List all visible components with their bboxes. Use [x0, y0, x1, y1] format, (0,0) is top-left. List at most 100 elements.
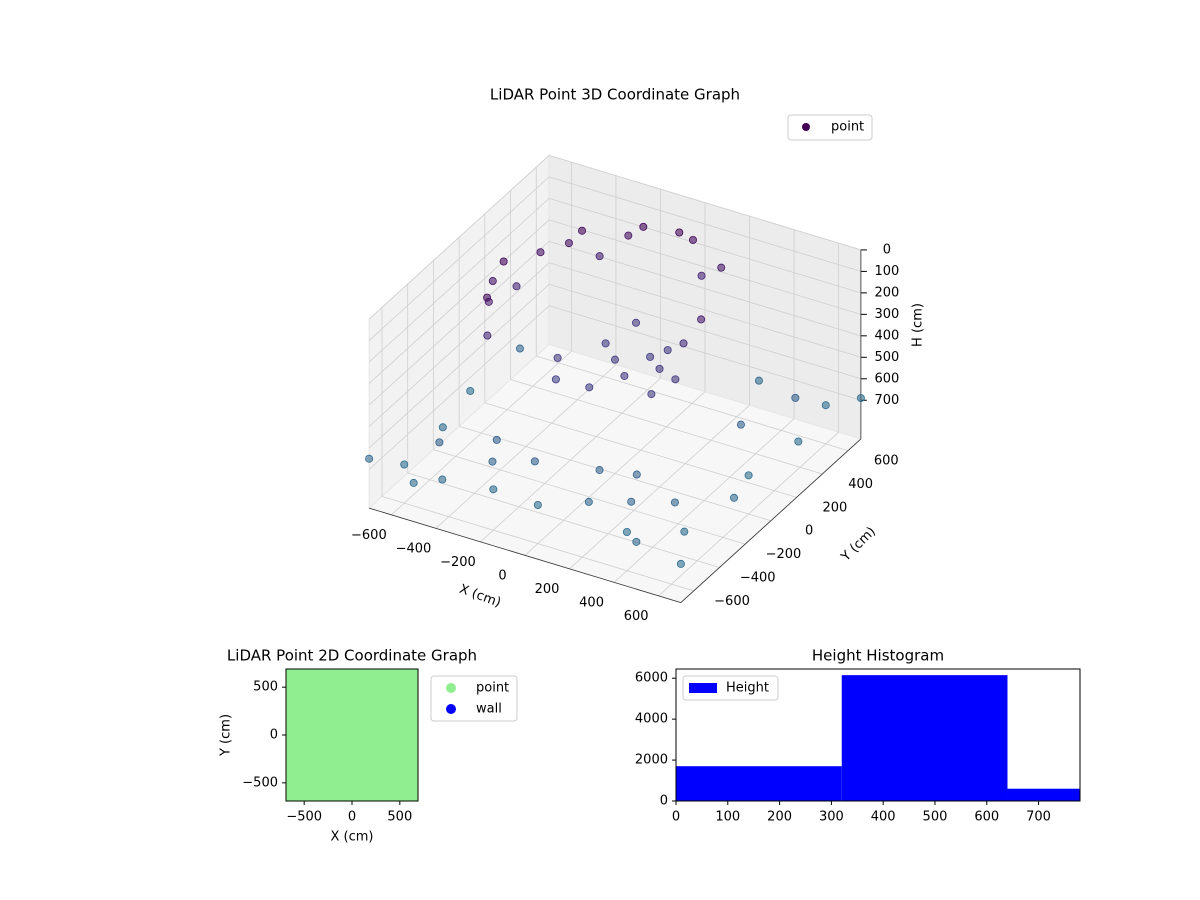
- grid-line: [549, 197, 861, 294]
- grid-line: [484, 402, 797, 498]
- z-tick-label: 400: [874, 328, 899, 343]
- grid-line: [549, 176, 861, 272]
- point: [730, 493, 739, 502]
- grid-line: [549, 262, 861, 358]
- y-tick-label: 4000: [635, 712, 668, 727]
- point: [647, 390, 656, 399]
- y-tick-label: 600: [874, 453, 899, 468]
- point: [627, 497, 636, 506]
- y-tick-label: −200: [766, 547, 802, 562]
- legend-marker: [689, 683, 717, 693]
- grid-line: [381, 496, 694, 592]
- point: [620, 371, 629, 380]
- chart-title: LiDAR Point 3D Coordinate Graph: [490, 86, 740, 104]
- point: [736, 420, 745, 429]
- point: [639, 222, 648, 231]
- grid-line: [549, 219, 861, 315]
- y-tick-label: 500: [253, 680, 278, 695]
- z-tick-label: 700: [874, 393, 899, 408]
- z-tick-label: 100: [874, 264, 899, 279]
- legend-label: Height: [726, 681, 769, 696]
- point: [744, 471, 753, 480]
- x-tick-label: 300: [819, 810, 844, 825]
- point: [409, 478, 418, 487]
- point: [564, 239, 573, 248]
- point: [536, 248, 545, 257]
- grid-line: [368, 305, 550, 470]
- y-tick-label: 2000: [635, 753, 668, 768]
- point: [584, 497, 593, 506]
- x-tick-label: 100: [715, 810, 740, 825]
- point: [488, 457, 497, 466]
- point: [697, 271, 706, 280]
- z-tick-label: 500: [874, 350, 899, 365]
- point: [438, 423, 447, 432]
- point: [489, 485, 498, 494]
- x-tick-label: 500: [923, 810, 948, 825]
- y-tick-label: −500: [242, 775, 278, 790]
- point: [365, 454, 374, 463]
- legend-marker: [446, 683, 456, 693]
- x-tick-label: 200: [767, 810, 792, 825]
- axis-line: [369, 507, 681, 603]
- y-tick-label: 6000: [635, 671, 668, 686]
- point: [553, 353, 562, 362]
- bar: [1007, 788, 1080, 801]
- point: [794, 437, 803, 446]
- point: [585, 383, 594, 392]
- legend-box: [787, 114, 873, 141]
- grid-line: [407, 472, 720, 568]
- point: [515, 344, 524, 353]
- point: [688, 235, 697, 244]
- x-tick-label: −600: [351, 528, 387, 543]
- y-tick-label: 0: [270, 728, 278, 743]
- point: [435, 438, 444, 447]
- legend-label: point: [831, 120, 864, 135]
- point: [671, 375, 680, 384]
- x-tick-label: 200: [535, 582, 560, 597]
- x-tick-label: −500: [286, 810, 322, 825]
- point: [632, 470, 641, 479]
- point: [483, 293, 492, 302]
- x-tick-label: 0: [672, 810, 680, 825]
- points: [365, 222, 865, 568]
- point: [551, 375, 560, 384]
- point: [438, 475, 447, 484]
- point: [680, 527, 689, 536]
- y-tick-label: 400: [848, 477, 873, 492]
- point: [676, 559, 685, 568]
- point: [466, 386, 475, 395]
- x-tick-label: 400: [871, 810, 896, 825]
- x-tick-label: −400: [396, 541, 432, 556]
- y-tick-label: 0: [660, 794, 668, 809]
- point: [663, 346, 672, 355]
- grid-line: [433, 449, 746, 545]
- z-tick-label: 300: [874, 307, 899, 322]
- plot-frame: [675, 668, 1081, 802]
- grid-line: [549, 283, 861, 380]
- x-tick-label: 600: [624, 609, 649, 624]
- legend-label: point: [476, 681, 509, 696]
- point: [492, 435, 501, 444]
- point: [601, 339, 610, 348]
- legend-box: [682, 675, 779, 701]
- legend-marker: [446, 704, 456, 714]
- point: [632, 318, 641, 327]
- grid-line: [368, 283, 550, 449]
- grid-line: [368, 241, 550, 406]
- grid-line: [549, 305, 861, 401]
- point: [821, 401, 830, 410]
- point: [754, 376, 763, 385]
- points: [286, 669, 418, 801]
- point: [611, 355, 620, 364]
- point: [578, 226, 587, 235]
- point: [400, 460, 409, 469]
- point: [697, 315, 706, 324]
- axis-line: [680, 438, 862, 603]
- point: [675, 228, 684, 237]
- grid-line: [536, 355, 849, 451]
- y-tick-label: −600: [714, 594, 750, 609]
- x-tick-label: 600: [974, 810, 999, 825]
- y-tick-label: −400: [740, 570, 776, 585]
